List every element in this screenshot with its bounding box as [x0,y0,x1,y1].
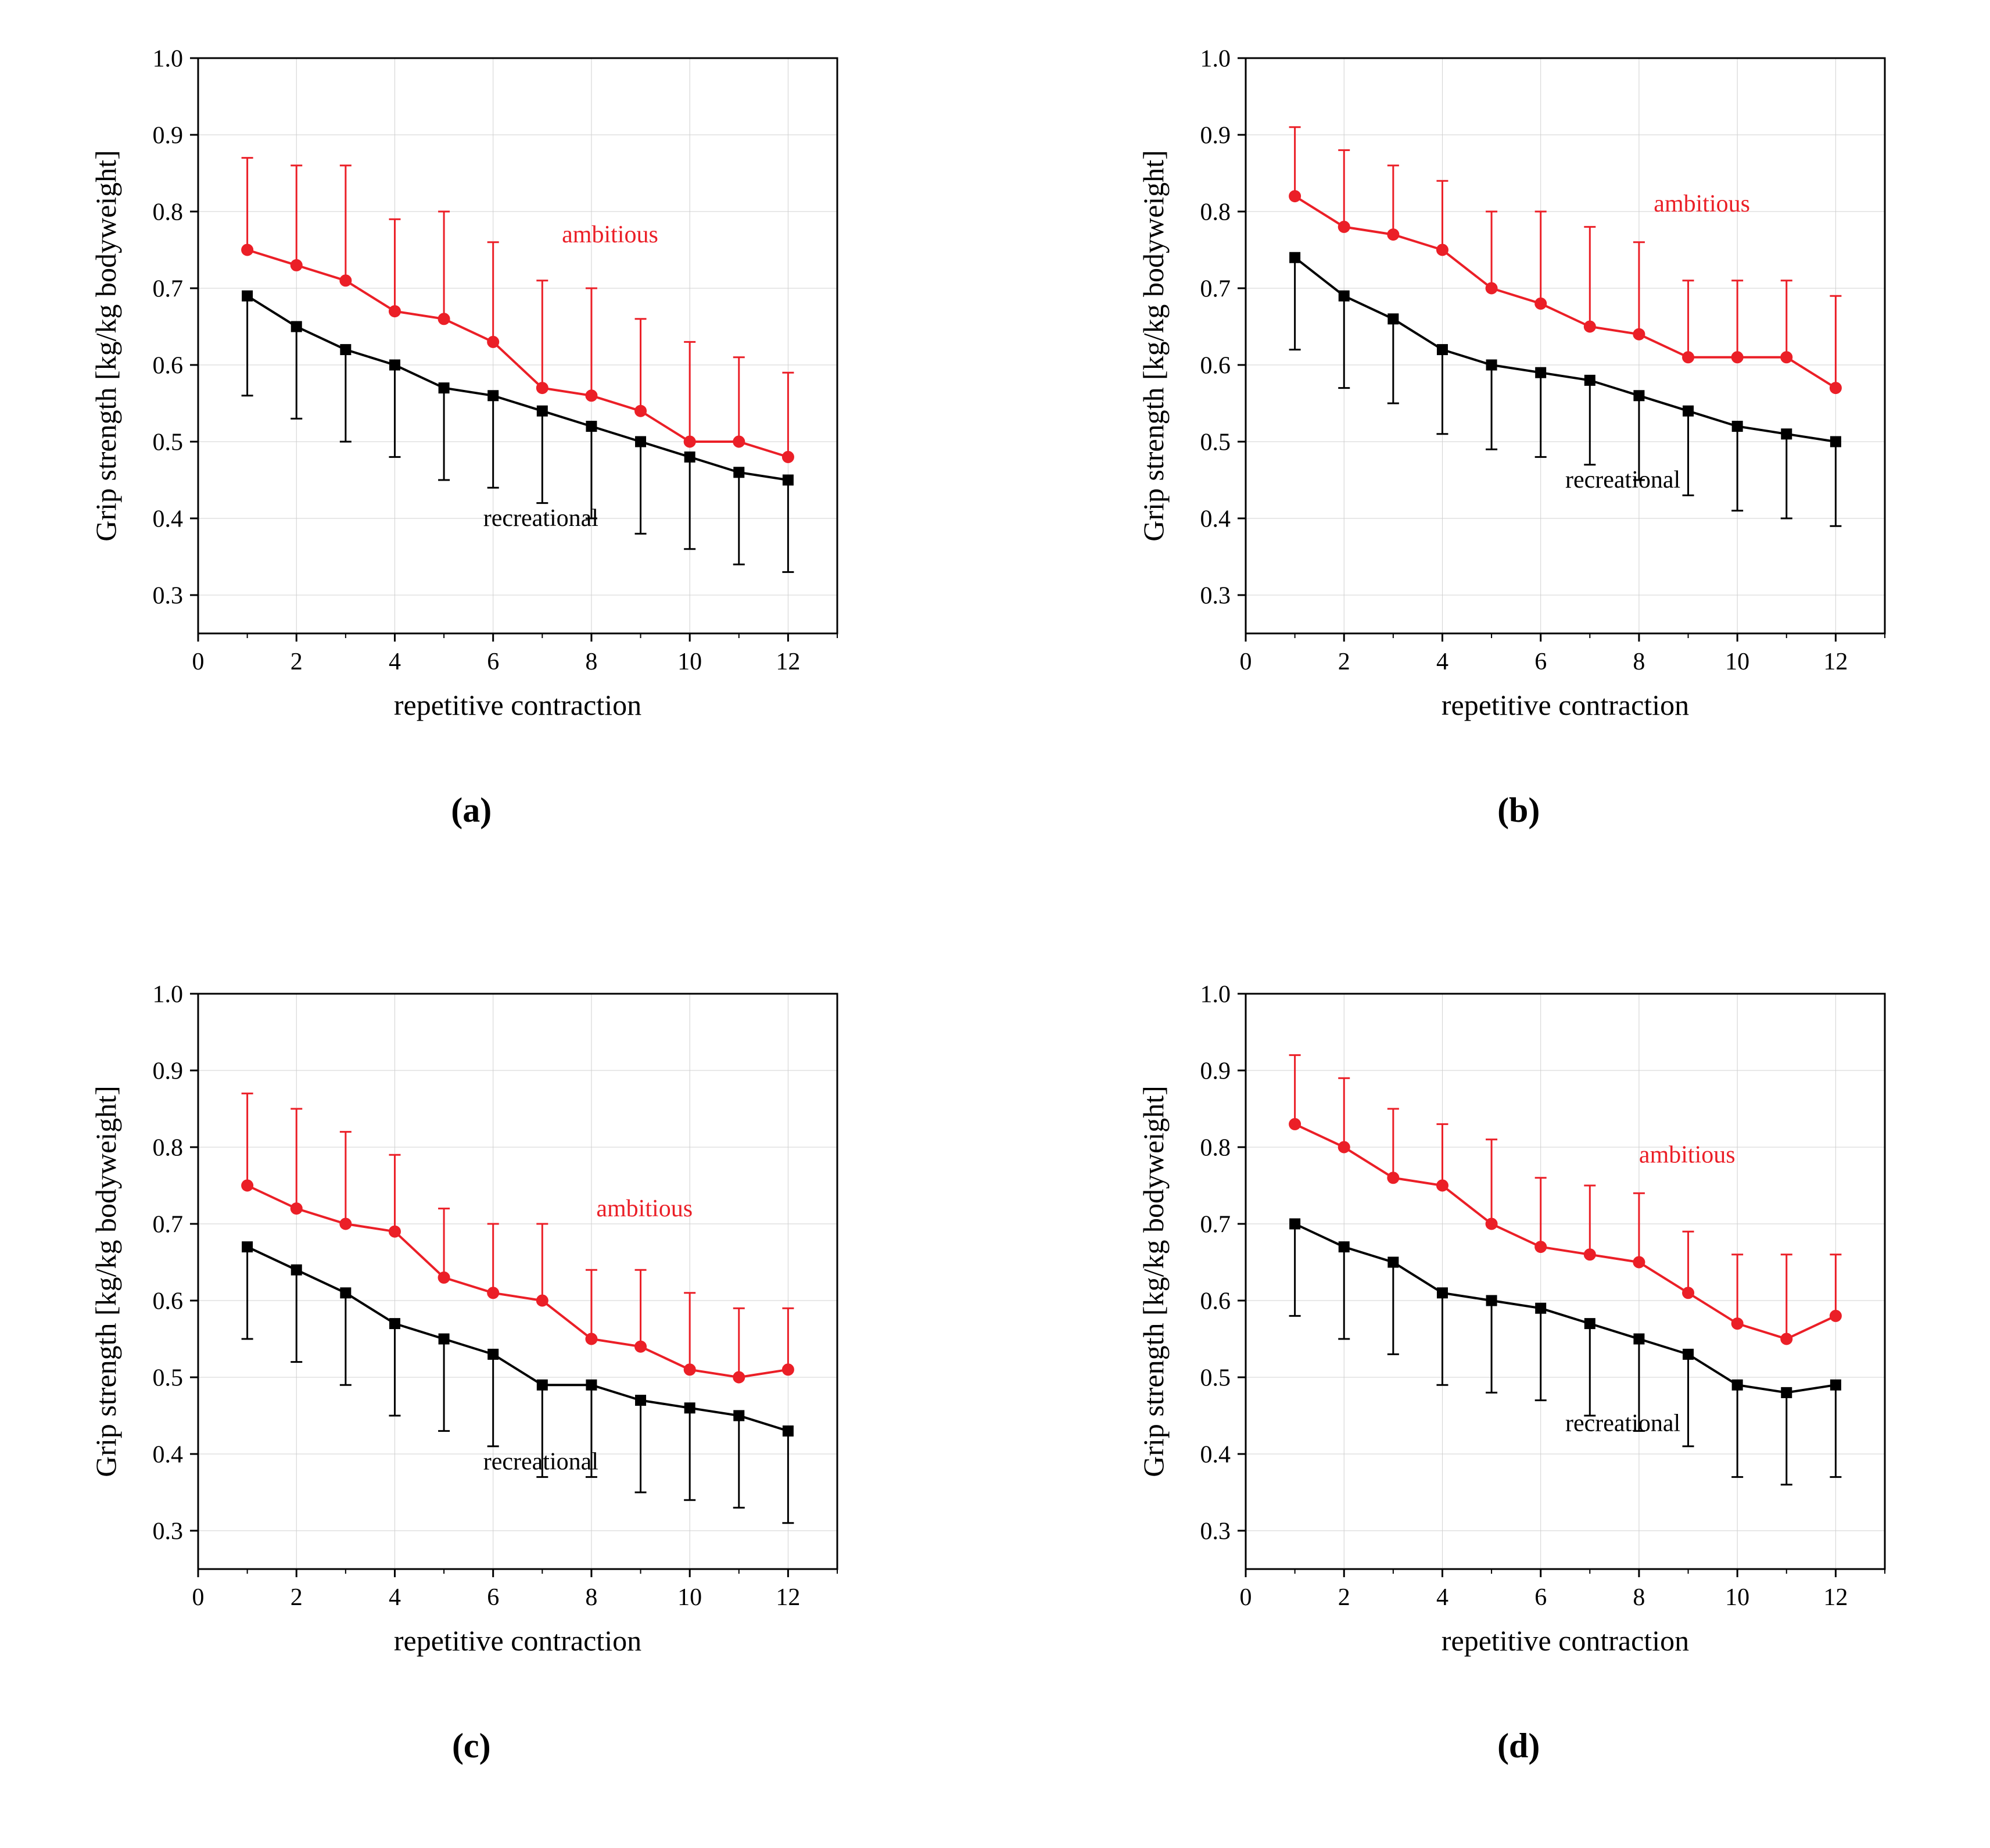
y-tick-label: 0.3 [153,583,184,610]
series-label-ambitious: ambitious [562,221,658,248]
panel-d-cell: 0 2 4 6 8 10 12 0.3 0.4 0.5 0.6 0.7 0.8 0.9 1.0 repetit… [1071,959,1967,1825]
series-label-recreational: recreational [483,1448,598,1475]
y-tick-label: 0.3 [1200,583,1231,610]
y-tick-label: 0.5 [1200,429,1231,456]
series-label-recreational: recreational [483,505,598,532]
x-tick-label: 2 [291,1584,303,1611]
y-tick-label: 0.9 [1200,123,1231,149]
y-tick-label: 0.7 [1200,276,1231,303]
y-tick-label: 0.5 [1200,1365,1231,1392]
y-tick-label: 0.9 [153,1058,184,1085]
series-label-ambitious: ambitious [1639,1141,1736,1168]
y-tick-label: 0.7 [153,1212,184,1238]
y-tick-label: 0.6 [153,353,184,379]
x-tick-label: 12 [1823,649,1848,675]
y-tick-label: 0.9 [1200,1058,1231,1085]
x-tick-label: 4 [1436,649,1448,675]
y-tick-label: 0.3 [1200,1518,1231,1545]
x-tick-label: 10 [1725,1584,1749,1611]
y-tick-label: 1.0 [153,46,184,73]
y-tick-label: 0.8 [153,1135,184,1162]
panel-a-cell: 0 2 4 6 8 10 12 0.3 0.4 0.5 0.6 0.7 0.8 0.9 1.0 repetit… [23,23,920,889]
x-tick-label: 8 [586,1584,598,1611]
y-tick-label: 1.0 [153,982,184,1008]
panel-b-cell: 0 2 4 6 8 10 12 0.3 0.4 0.5 0.6 0.7 0.8 0.9 1.0 repetit… [1071,23,1967,889]
x-tick-label: 6 [487,649,499,675]
x-tick-label: 0 [192,649,205,675]
x-tick-label: 4 [389,1584,401,1611]
y-tick-label: 0.8 [1200,199,1231,226]
y-tick-label: 0.4 [1200,1442,1231,1469]
x-axis-label: repetitive contraction [394,1624,641,1657]
x-tick-label: 12 [1823,1584,1848,1611]
y-tick-label: 0.6 [153,1288,184,1315]
x-tick-label: 2 [291,649,303,675]
x-tick-label: 8 [1633,1584,1645,1611]
y-tick-label: 0.7 [153,276,184,303]
y-tick-label: 0.5 [153,1365,184,1392]
chart-panel-a: 0 2 4 6 8 10 12 0.3 0.4 0.5 0.6 0.7 0.8 0.9 1.0 repetit… [70,23,872,738]
series-label-ambitious: ambitious [1654,191,1750,217]
x-tick-label: 4 [1436,1584,1448,1611]
x-tick-label: 0 [1239,1584,1252,1611]
x-tick-label: 8 [586,649,598,675]
y-tick-label: 0.4 [153,1442,184,1469]
y-tick-label: 1.0 [1200,982,1231,1008]
y-axis-label: Grip strength [kg/kg bodyweight] [89,1086,122,1477]
chart-panel-b: 0 2 4 6 8 10 12 0.3 0.4 0.5 0.6 0.7 0.8 0.9 1.0 repetit… [1118,23,1920,738]
series-label-ambitious: ambitious [597,1195,693,1222]
y-tick-label: 0.4 [153,506,184,533]
x-tick-label: 0 [192,1584,205,1611]
y-axis-label: Grip strength [kg/kg bodyweight] [89,150,122,542]
y-tick-label: 0.8 [153,199,184,226]
series-label-recreational: recreational [1565,1410,1680,1437]
x-tick-label: 2 [1338,1584,1350,1611]
chart-panel-c: 0 2 4 6 8 10 12 0.3 0.4 0.5 0.6 0.7 0.8 0.9 1.0 repetit… [70,959,872,1674]
chart-panel-d: 0 2 4 6 8 10 12 0.3 0.4 0.5 0.6 0.7 0.8 0.9 1.0 repetit… [1118,959,1920,1674]
series-label-recreational: recreational [1565,467,1680,493]
y-tick-label: 1.0 [1200,46,1231,73]
x-axis-label: repetitive contraction [394,689,641,721]
figure-grid: 0 2 4 6 8 10 12 0.3 0.4 0.5 0.6 0.7 0.8 0.9 1.0 repetit… [0,0,1990,1848]
x-tick-label: 4 [389,649,401,675]
x-tick-label: 10 [677,1584,702,1611]
y-tick-label: 0.7 [1200,1212,1231,1238]
y-axis-label: Grip strength [kg/kg bodyweight] [1137,1086,1170,1477]
x-tick-label: 0 [1239,649,1252,675]
panel-label-d: (d) [1497,1726,1540,1766]
panel-label-b: (b) [1497,790,1540,830]
y-tick-label: 0.6 [1200,1288,1231,1315]
x-tick-label: 10 [677,649,702,675]
panel-label-a: (a) [451,790,492,830]
x-axis-label: repetitive contraction [1442,1624,1689,1657]
x-tick-label: 6 [487,1584,499,1611]
y-tick-label: 0.9 [153,123,184,149]
x-tick-label: 2 [1338,649,1350,675]
x-tick-label: 10 [1725,649,1749,675]
y-tick-label: 0.5 [153,429,184,456]
x-tick-label: 12 [776,1584,801,1611]
x-tick-label: 6 [1534,1584,1547,1611]
y-tick-label: 0.3 [153,1518,184,1545]
y-tick-label: 0.8 [1200,1135,1231,1162]
x-axis-label: repetitive contraction [1442,689,1689,721]
x-tick-label: 8 [1633,649,1645,675]
y-axis-label: Grip strength [kg/kg bodyweight] [1137,150,1170,542]
panel-c-cell: 0 2 4 6 8 10 12 0.3 0.4 0.5 0.6 0.7 0.8 0.9 1.0 repetit… [23,959,920,1825]
x-tick-label: 6 [1534,649,1547,675]
panel-label-c: (c) [452,1726,491,1766]
y-tick-label: 0.4 [1200,506,1231,533]
x-tick-label: 12 [776,649,801,675]
y-tick-label: 0.6 [1200,353,1231,379]
